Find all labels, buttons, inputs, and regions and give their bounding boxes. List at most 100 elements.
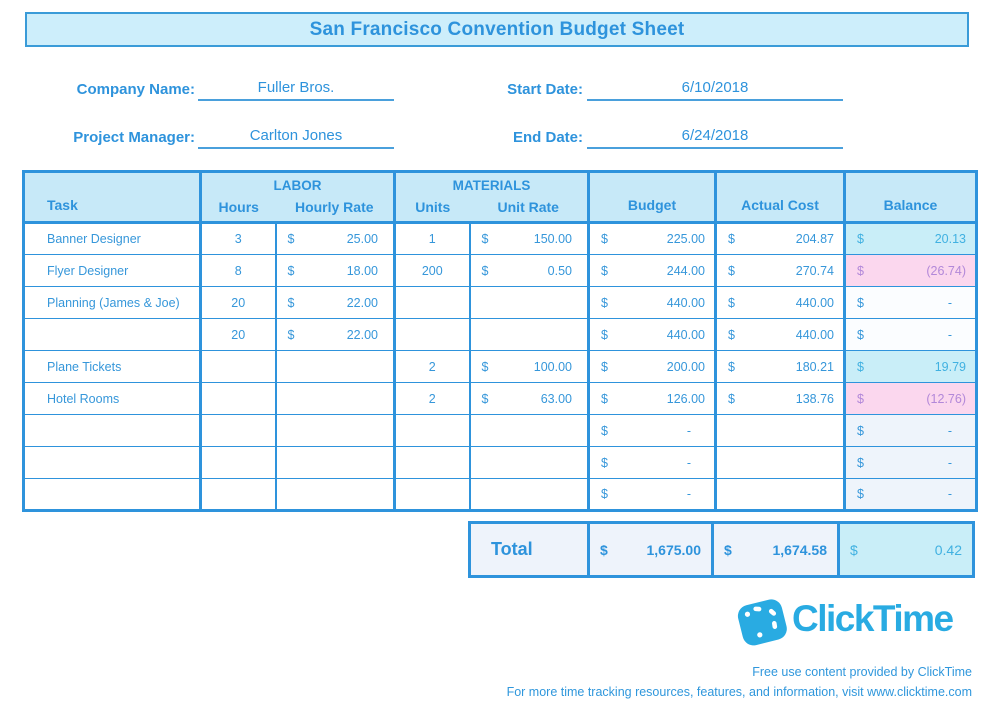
budget-cell[interactable]: $440.00 [587, 318, 716, 351]
balance-value: 20.13 [934, 232, 966, 246]
hours-cell[interactable]: 20 [199, 286, 276, 319]
hours-cell[interactable]: 3 [199, 221, 276, 255]
units-cell[interactable]: 200 [393, 254, 470, 287]
budget-cell[interactable]: $126.00 [587, 382, 716, 415]
task-cell[interactable]: Flyer Designer [23, 254, 201, 287]
hourly-rate-cell[interactable]: $22.00 [274, 286, 395, 319]
start-date-field[interactable]: 6/10/2018 [587, 79, 843, 101]
task-cell[interactable] [23, 318, 201, 351]
task-cell[interactable] [23, 478, 201, 511]
balance-cell[interactable]: $19.79 [843, 350, 977, 383]
units-cell[interactable]: 1 [393, 221, 470, 255]
balance-cell[interactable]: $ - [843, 318, 977, 351]
budget-table: Task LABOR MATERIALS Budget Actual Cost … [22, 170, 978, 512]
hourly-rate-cell[interactable]: $25.00 [274, 221, 395, 255]
unit-rate-cell[interactable]: $150.00 [468, 221, 589, 255]
actual-cost-cell[interactable]: $440.00 [714, 286, 845, 319]
hourly-rate-cell[interactable] [274, 350, 395, 383]
unit-rate-cell[interactable]: $100.00 [468, 350, 589, 383]
budget-cell[interactable]: $225.00 [587, 221, 716, 255]
budget-cell[interactable]: $ - [587, 414, 716, 447]
unit-rate-cell[interactable] [468, 286, 589, 319]
hourly-rate-cell[interactable]: $22.00 [274, 318, 395, 351]
hours-cell[interactable] [199, 446, 276, 479]
hours-cell[interactable] [199, 382, 276, 415]
clicktime-logo-text: ClickTime [792, 598, 954, 639]
balance-cell[interactable]: $ - [843, 286, 977, 319]
actual-cost-value: 204.87 [795, 232, 834, 246]
budget-cell[interactable]: $440.00 [587, 286, 716, 319]
actual-cost-cell[interactable]: $270.74 [714, 254, 845, 287]
units-cell[interactable] [393, 286, 470, 319]
units-cell[interactable] [393, 414, 470, 447]
unit-rate-value: 150.00 [533, 232, 572, 246]
actual-cost-cell[interactable] [714, 446, 845, 479]
balance-cell[interactable]: $ - [843, 414, 977, 447]
company-name-field[interactable]: Fuller Bros. [198, 79, 394, 101]
unit-rate-cell[interactable] [468, 478, 589, 511]
balance-cell[interactable]: $ (12.76) [843, 382, 977, 415]
task-cell[interactable] [23, 446, 201, 479]
actual-cost-cell[interactable]: $180.21 [714, 350, 845, 383]
units-cell[interactable] [393, 318, 470, 351]
balance-cell[interactable]: $ (26.74) [843, 254, 977, 287]
budget-cell[interactable]: $ - [587, 446, 716, 479]
hourly-rate-cell[interactable]: $18.00 [274, 254, 395, 287]
actual-cost-cell[interactable] [714, 478, 845, 511]
task-cell[interactable]: Banner Designer [23, 221, 201, 255]
hours-cell[interactable] [199, 350, 276, 383]
currency-symbol: $ [728, 263, 735, 278]
currency-symbol: $ [857, 359, 864, 374]
balance-cell[interactable]: $ - [843, 478, 977, 511]
clicktime-logo-icon [733, 596, 791, 655]
unit-rate-cell[interactable] [468, 446, 589, 479]
currency-symbol: $ [601, 391, 608, 406]
balance-cell[interactable]: $20.13 [843, 221, 977, 255]
unit-rate-cell[interactable]: $63.00 [468, 382, 589, 415]
units-cell[interactable] [393, 446, 470, 479]
total-row: Total $1,675.00 $1,674.58 $0.42 [468, 521, 975, 578]
units-cell[interactable] [393, 478, 470, 511]
hours-cell[interactable] [199, 478, 276, 511]
task-cell[interactable]: Planning (James & Joe) [23, 286, 201, 319]
unit-rate-cell[interactable] [468, 318, 589, 351]
budget-cell[interactable]: $ - [587, 478, 716, 511]
unit-rate-cell[interactable] [468, 414, 589, 447]
currency-symbol: $ [857, 455, 864, 470]
actual-cost-value: 440.00 [795, 295, 834, 310]
hours-cell[interactable] [199, 414, 276, 447]
actual-cost-cell[interactable]: $138.76 [714, 382, 845, 415]
budget-cell[interactable]: $244.00 [587, 254, 716, 287]
units-cell[interactable]: 2 [393, 382, 470, 415]
hours-cell[interactable]: 20 [199, 318, 276, 351]
units-cell[interactable]: 2 [393, 350, 470, 383]
table-row: $ - $ - [23, 478, 977, 511]
balance-cell[interactable]: $ - [843, 446, 977, 479]
unit-rate-cell[interactable]: $0.50 [468, 254, 589, 287]
balance-value: - [947, 487, 952, 501]
actual-cost-cell[interactable] [714, 414, 845, 447]
table-row: $ - $ - [23, 446, 977, 479]
budget-cell[interactable]: $200.00 [587, 350, 716, 383]
unit-rate-value: 100.00 [533, 359, 572, 374]
actual-cost-cell[interactable]: $204.87 [714, 221, 845, 255]
currency-symbol: $ [850, 541, 858, 558]
task-cell[interactable] [23, 414, 201, 447]
balance-value: - [947, 327, 952, 342]
balance-value: 19.79 [934, 359, 966, 374]
actual-cost-cell[interactable]: $440.00 [714, 318, 845, 351]
currency-symbol: $ [857, 327, 864, 342]
balance-value: - [947, 423, 952, 438]
budget-value: 244.00 [666, 263, 705, 278]
currency-symbol: $ [601, 232, 608, 246]
hourly-rate-cell[interactable] [274, 382, 395, 415]
actual-cost-value: 270.74 [795, 263, 834, 278]
end-date-field[interactable]: 6/24/2018 [587, 127, 843, 149]
hourly-rate-cell[interactable] [274, 446, 395, 479]
hourly-rate-cell[interactable] [274, 478, 395, 511]
project-manager-field[interactable]: Carlton Jones [198, 127, 394, 149]
hours-cell[interactable]: 8 [199, 254, 276, 287]
task-cell[interactable]: Hotel Rooms [23, 382, 201, 415]
hourly-rate-cell[interactable] [274, 414, 395, 447]
task-cell[interactable]: Plane Tickets [23, 350, 201, 383]
